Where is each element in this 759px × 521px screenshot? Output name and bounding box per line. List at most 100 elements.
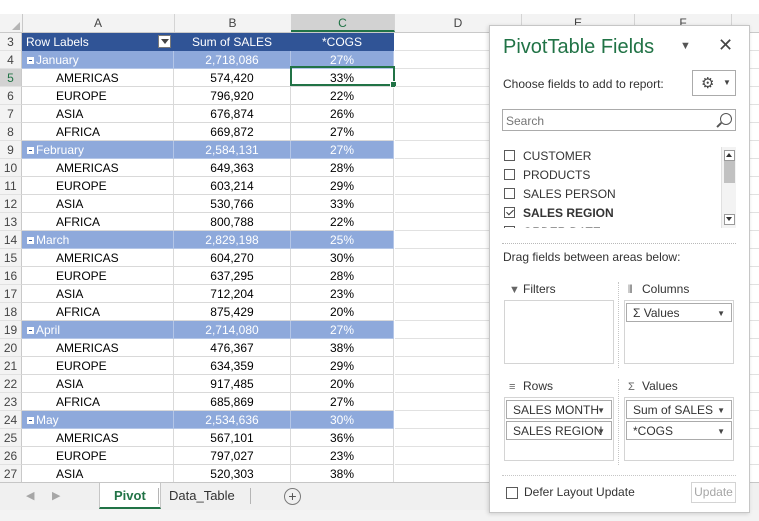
row-number[interactable]: 14 [0,231,22,249]
select-all-corner[interactable] [0,14,23,32]
sales-cell[interactable]: 520,303 [174,465,291,482]
column-header-a[interactable]: A [22,14,175,32]
collapse-icon[interactable] [27,417,34,425]
cogs-cell[interactable]: 29% [291,357,394,375]
cogs-cell[interactable]: 22% [291,87,394,105]
row-number[interactable]: 7 [0,105,22,123]
field-list-scrollbar[interactable] [721,147,736,228]
sales-cell[interactable]: 685,869 [174,393,291,411]
sum-of-sales-chip[interactable]: Sum of SALES ▼ [626,400,732,419]
item-label-cell[interactable]: AMERICAS [22,249,174,267]
sales-cell[interactable]: 603,214 [174,177,291,195]
filter-dropdown-icon[interactable] [158,35,171,48]
row-number[interactable]: 25 [0,429,22,447]
row-number[interactable]: 17 [0,285,22,303]
row-number[interactable]: 21 [0,357,22,375]
sales-region-chip[interactable]: SALES REGION ▼ [506,421,612,440]
column-header-e[interactable]: E [522,14,635,32]
column-header-d[interactable]: D [395,14,522,32]
row-number[interactable]: 19 [0,321,22,339]
values-chip[interactable]: Σ Values ▼ [626,303,732,322]
close-icon[interactable]: ✕ [718,35,734,55]
row-number[interactable]: 6 [0,87,22,105]
item-label-cell[interactable]: EUROPE [22,357,174,375]
cogs-cell[interactable]: 30% [291,249,394,267]
item-label-cell[interactable]: AMERICAS [22,339,174,357]
cogs-cell[interactable]: 27% [291,321,394,339]
group-label-cell[interactable]: April [22,321,174,339]
item-label-cell[interactable]: EUROPE [22,177,174,195]
cogs-cell[interactable]: 33% [291,195,394,213]
sales-cell[interactable]: 2,829,198 [174,231,291,249]
column-header-f[interactable]: F [635,14,732,32]
collapse-icon[interactable] [27,327,34,335]
row-number[interactable]: 20 [0,339,22,357]
field-checkbox[interactable] [504,207,515,218]
update-button[interactable]: Update [691,482,736,503]
search-input[interactable] [502,109,736,131]
values-drop-area[interactable]: Sum of SALES ▼ *COGS ▼ [624,397,734,461]
item-label-cell[interactable]: AMERICAS [22,429,174,447]
field-checkbox[interactable] [504,226,515,228]
item-label-cell[interactable]: AFRICA [22,393,174,411]
row-number[interactable]: 23 [0,393,22,411]
row-number[interactable]: 22 [0,375,22,393]
collapse-icon[interactable] [27,147,34,155]
pane-options-chevron-icon[interactable]: ▼ [680,40,691,52]
columns-drop-area[interactable]: Σ Values ▼ [624,300,734,364]
sales-cell[interactable]: 2,718,086 [174,51,291,69]
cogs-cell[interactable]: 29% [291,177,394,195]
row-number[interactable]: 13 [0,213,22,231]
cogs-cell[interactable]: 25% [291,231,394,249]
sales-cell[interactable]: 797,027 [174,447,291,465]
item-label-cell[interactable]: EUROPE [22,87,174,105]
row-number[interactable]: 10 [0,159,22,177]
cogs-cell[interactable]: 38% [291,339,394,357]
sum-sales-header[interactable]: Sum of SALES [174,33,291,51]
cogs-cell[interactable]: 22% [291,213,394,231]
row-number[interactable]: 5 [0,69,22,87]
cogs-cell[interactable]: 23% [291,285,394,303]
cogs-cell[interactable]: 33% [291,69,394,87]
sales-cell[interactable]: 530,766 [174,195,291,213]
rows-drop-area[interactable]: SALES MONTH ▼ SALES REGION ▼ [504,397,614,461]
item-label-cell[interactable]: ASIA [22,285,174,303]
sales-cell[interactable]: 2,714,080 [174,321,291,339]
sales-cell[interactable]: 669,872 [174,123,291,141]
column-header-c[interactable]: C [291,14,395,32]
sales-cell[interactable]: 2,584,131 [174,141,291,159]
cogs-cell[interactable]: 28% [291,267,394,285]
cogs-cell[interactable]: 20% [291,303,394,321]
field-checkbox[interactable] [504,150,515,161]
row-labels-header[interactable]: Row Labels [22,33,174,51]
row-number[interactable]: 18 [0,303,22,321]
sales-cell[interactable]: 796,920 [174,87,291,105]
row-number[interactable]: 15 [0,249,22,267]
sales-cell[interactable]: 567,101 [174,429,291,447]
collapse-icon[interactable] [27,57,34,65]
group-label-cell[interactable]: March [22,231,174,249]
item-label-cell[interactable]: EUROPE [22,447,174,465]
item-label-cell[interactable]: AMERICAS [22,159,174,177]
row-number[interactable]: 8 [0,123,22,141]
cogs-cell[interactable]: 26% [291,105,394,123]
group-label-cell[interactable]: May [22,411,174,429]
row-number[interactable]: 12 [0,195,22,213]
sales-cell[interactable]: 917,485 [174,375,291,393]
row-number[interactable]: 11 [0,177,22,195]
item-label-cell[interactable]: ASIA [22,375,174,393]
sales-month-chip[interactable]: SALES MONTH ▼ [506,400,612,419]
sales-cell[interactable]: 712,204 [174,285,291,303]
sales-cell[interactable]: 637,295 [174,267,291,285]
cogs-cell[interactable]: 30% [291,411,394,429]
sales-cell[interactable]: 2,534,636 [174,411,291,429]
sales-cell[interactable]: 604,270 [174,249,291,267]
next-sheet-icon[interactable]: ▶ [52,490,61,502]
collapse-icon[interactable] [27,237,34,245]
item-label-cell[interactable]: ASIA [22,195,174,213]
item-label-cell[interactable]: AMERICAS [22,69,174,87]
column-header-b[interactable]: B [174,14,292,32]
group-label-cell[interactable]: February [22,141,174,159]
tab-data-table[interactable]: Data_Table [169,488,235,503]
cogs-chip[interactable]: *COGS ▼ [626,421,732,440]
